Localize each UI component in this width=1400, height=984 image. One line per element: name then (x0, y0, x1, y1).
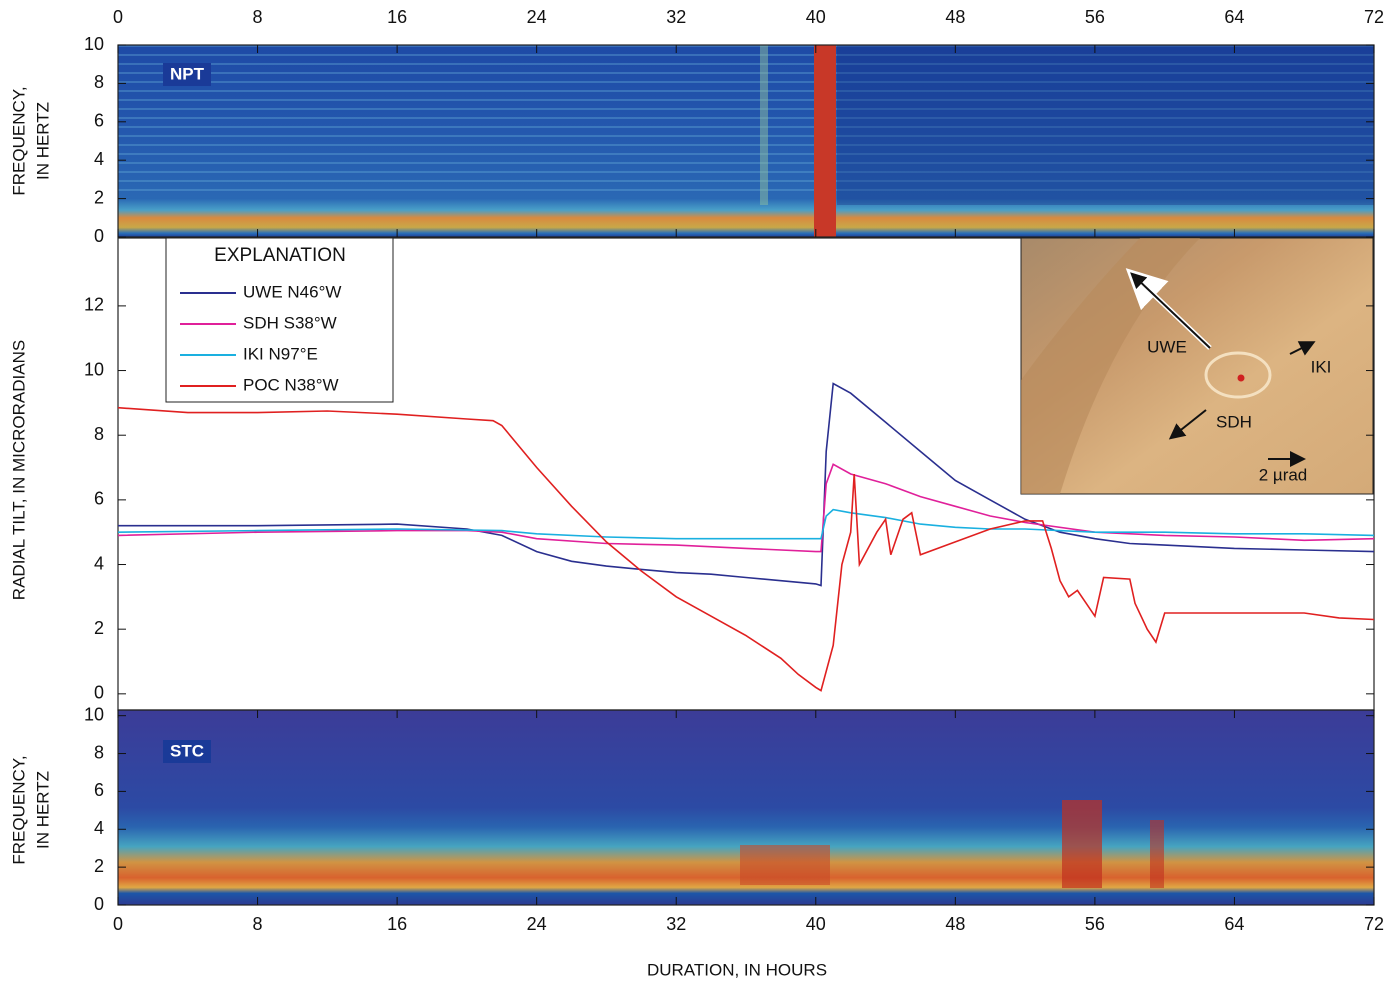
arrow (1289, 341, 1316, 356)
panel-label: STC (170, 741, 204, 760)
x-tick-label: 72 (1364, 7, 1384, 27)
y-tick-label: 4 (94, 818, 104, 838)
y-tick-label: 8 (94, 72, 104, 92)
inset-map: UWE IKI SDH 2 µrad (1020, 237, 1374, 495)
y-tick-label: 0 (94, 894, 104, 914)
x-tick-label: 32 (666, 914, 686, 934)
legend-label: IKI N97°E (243, 344, 318, 363)
label-box (163, 63, 211, 86)
spectrogram-texture (118, 45, 1374, 195)
x-tick-label: 0 (113, 7, 123, 27)
y-tick-label: 8 (94, 742, 104, 762)
series-line (117, 508, 1375, 540)
y-tick-label: 10 (84, 359, 104, 379)
spectrogram-burst (1062, 800, 1102, 888)
spectrogram-burst (1150, 820, 1164, 888)
panel-label: NPT (170, 64, 205, 83)
y-tick-label: 10 (84, 704, 104, 724)
x-tick-label: 40 (806, 7, 826, 27)
x-tick-label: 48 (945, 914, 965, 934)
y-tick-label: 6 (94, 111, 104, 131)
map-crater (1204, 351, 1272, 399)
x-tick-label: 56 (1085, 914, 1105, 934)
x-tick-label: 64 (1224, 7, 1244, 27)
y-tick-label: 2 (94, 187, 104, 207)
y-tick-label: 6 (94, 780, 104, 800)
x-tick-label: 40 (806, 914, 826, 934)
legend-label: POC N38°W (243, 375, 339, 394)
y-tick-label: 2 (94, 618, 104, 638)
x-tick-label: 72 (1364, 914, 1384, 934)
y-tick-label: 2 (94, 856, 104, 876)
x-tick-label: 56 (1085, 7, 1105, 27)
spectrogram-burst (740, 845, 830, 885)
inset-scale-label: 2 µrad (1259, 465, 1308, 484)
spectrogram-streak (760, 45, 768, 205)
x-tick-label: 8 (253, 914, 263, 934)
x-axis-title: DURATION, IN HOURS (647, 960, 827, 979)
y-axis-title: IN HERTZ (33, 771, 52, 849)
y-axis-title: FREQUENCY, (9, 755, 28, 864)
map-cliff (1021, 238, 1200, 494)
spectrogram-shade (837, 45, 1374, 205)
y-tick-label: 6 (94, 489, 104, 509)
y-tick-label: 12 (84, 295, 104, 315)
y-tick-label: 0 (94, 226, 104, 246)
legend-box (165, 237, 394, 403)
y-tick-label: 10 (84, 34, 104, 54)
x-tick-label: 24 (527, 7, 547, 27)
x-tick-label: 16 (387, 7, 407, 27)
x-tick-label: 16 (387, 914, 407, 934)
y-tick-label: 8 (94, 424, 104, 444)
label-box (163, 740, 211, 763)
y-axis-title: IN HERTZ (33, 102, 52, 180)
map-vent (1237, 374, 1245, 382)
y-tick-label: 4 (94, 149, 104, 169)
legend-title: EXPLANATION (214, 245, 346, 266)
inset-label: UWE (1147, 337, 1187, 356)
arrow (1130, 272, 1211, 349)
y-axis-title: FREQUENCY, (9, 86, 28, 195)
y-axis-title: RADIAL TILT, IN MICRORADIANS (9, 340, 28, 600)
x-tick-label: 24 (527, 914, 547, 934)
inset-label: SDH (1216, 412, 1252, 431)
x-tick-label: 32 (666, 7, 686, 27)
x-tick-label: 0 (113, 914, 123, 934)
y-tick-label: 4 (94, 553, 104, 573)
panel-frame (117, 709, 1375, 906)
legend-label: SDH S38°W (243, 313, 337, 332)
y-tick-label: 0 (94, 683, 104, 703)
series-line (117, 406, 1375, 692)
x-tick-label: 48 (945, 7, 965, 27)
panel-frame (117, 44, 1375, 238)
spectrogram-event (814, 45, 836, 237)
arrow (1168, 409, 1207, 440)
inset-label: IKI (1311, 357, 1332, 376)
legend-label: UWE N46°W (243, 282, 341, 301)
x-tick-label: 8 (253, 7, 263, 27)
x-tick-label: 64 (1224, 914, 1244, 934)
